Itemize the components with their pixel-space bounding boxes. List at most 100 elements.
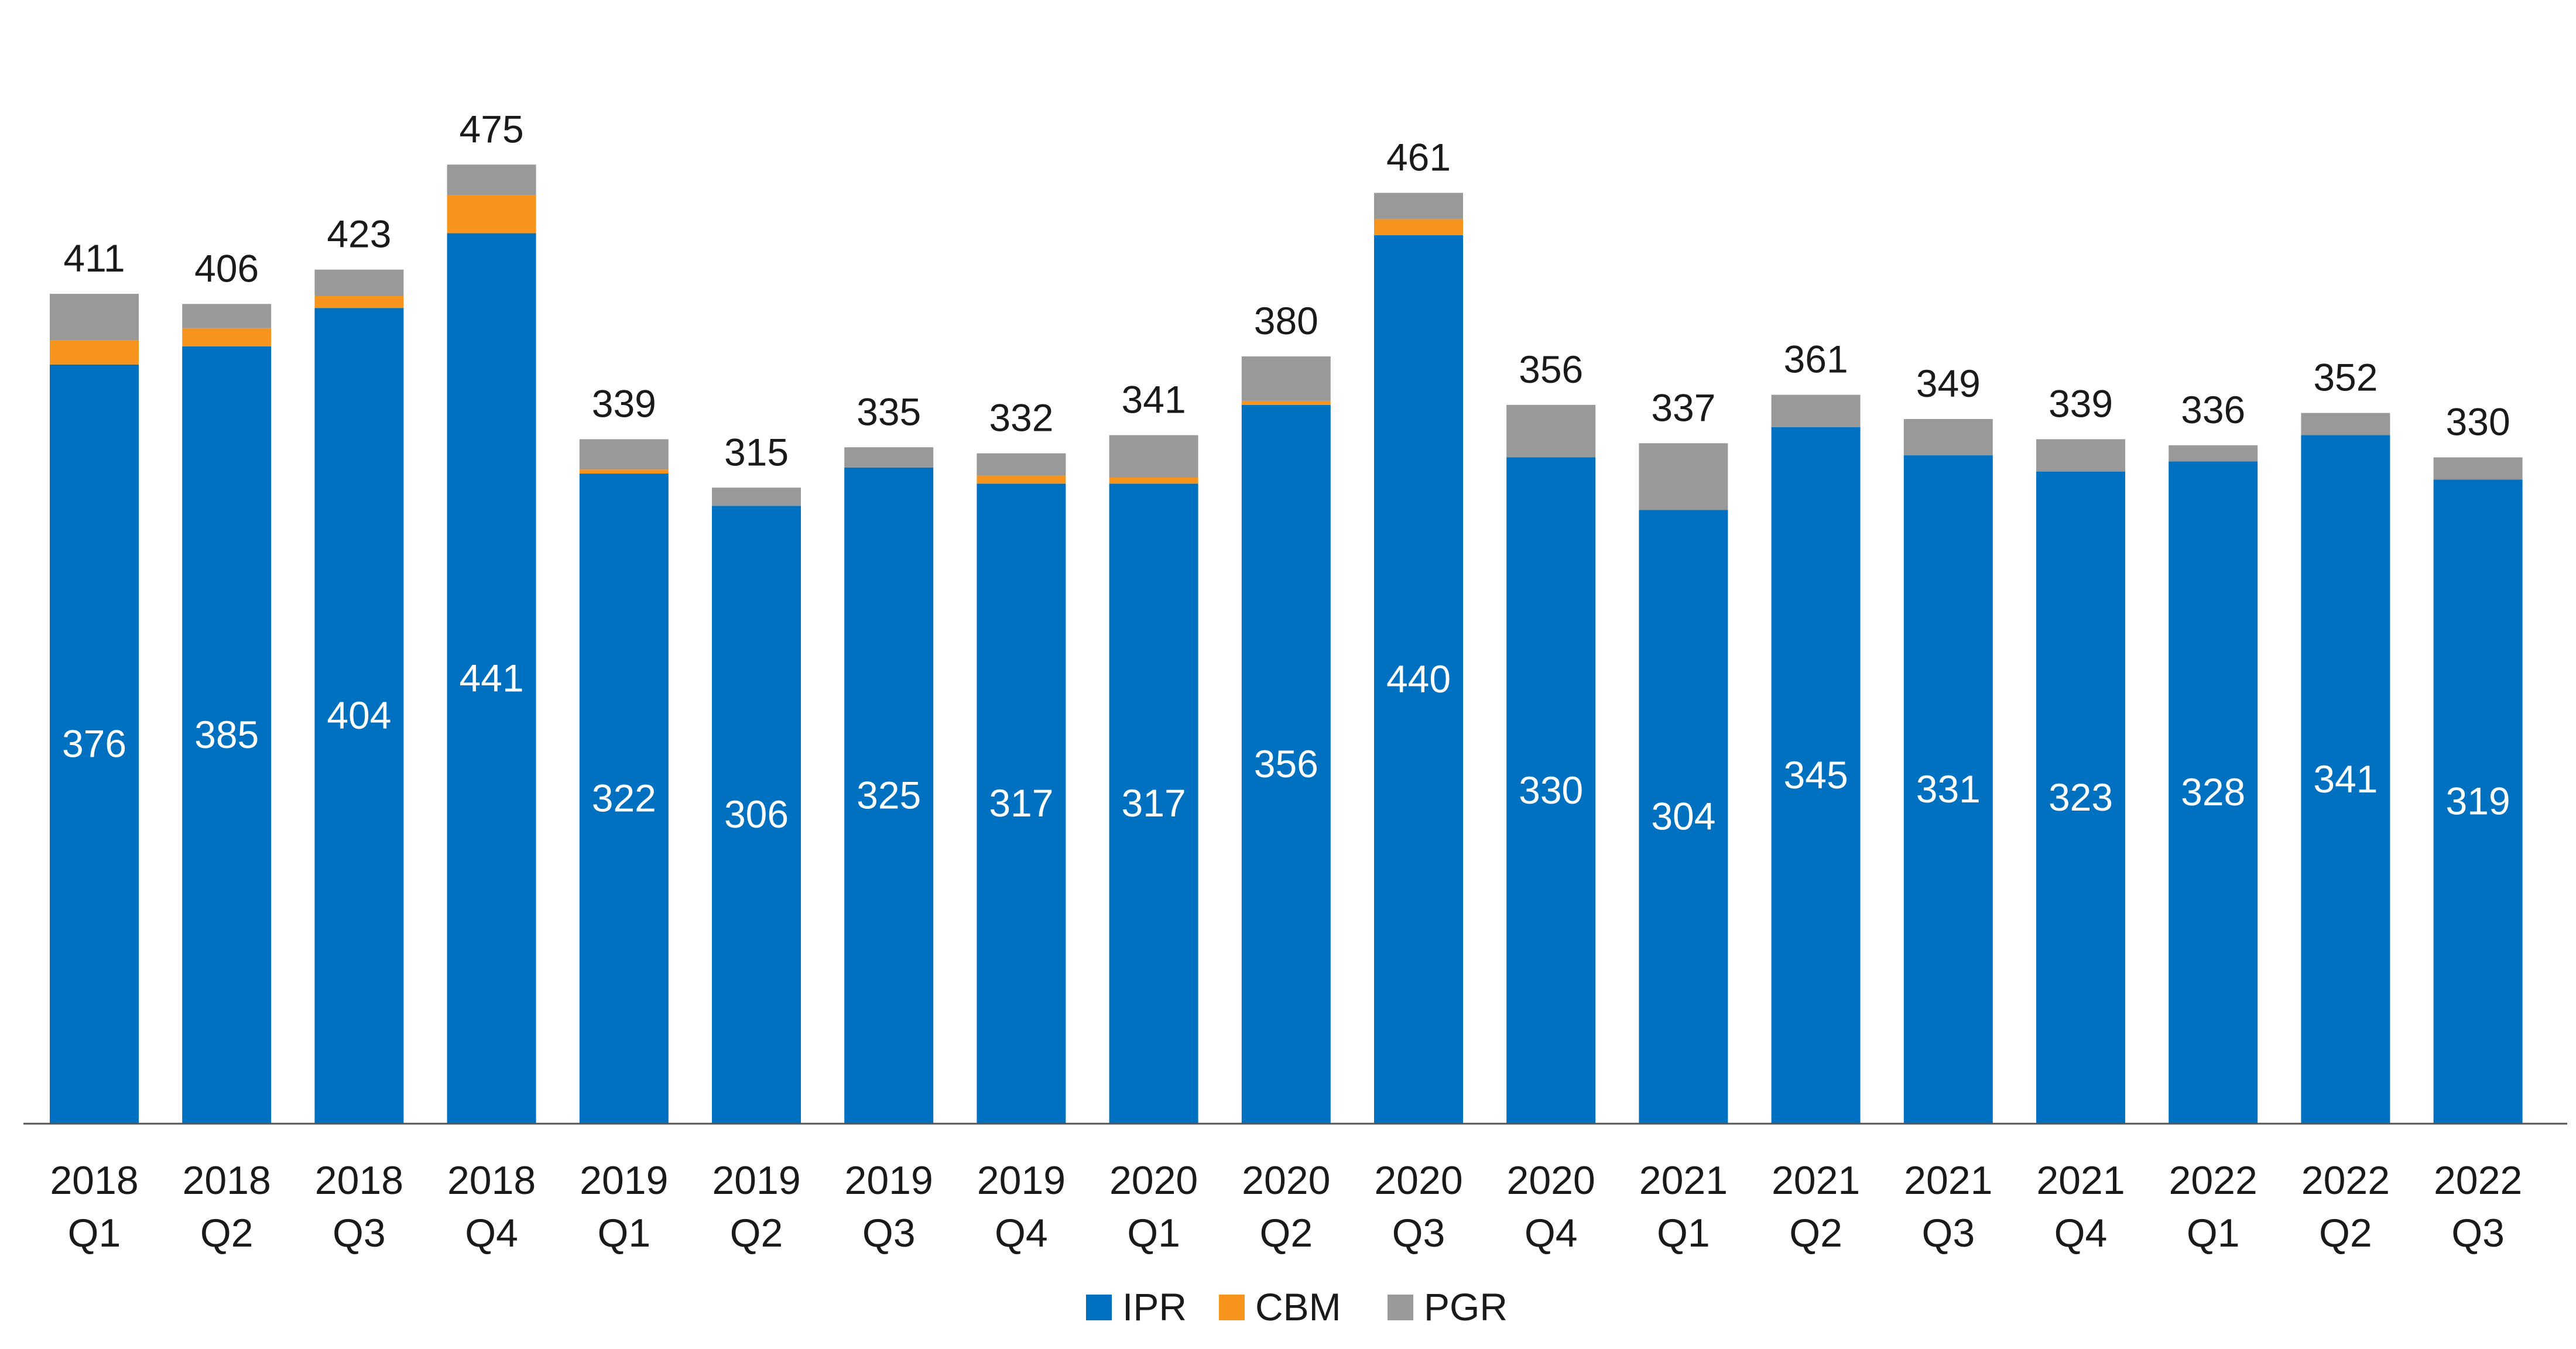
x-tick-label-quarter: Q3 bbox=[862, 1211, 916, 1255]
data-label-ipr: 330 bbox=[1519, 768, 1583, 812]
bar-segment-pgr bbox=[1904, 419, 1993, 455]
data-label-ipr: 345 bbox=[1784, 753, 1848, 797]
x-tick-label-year: 2022 bbox=[2169, 1158, 2258, 1203]
data-label-ipr: 304 bbox=[1651, 795, 1715, 838]
x-tick-label-quarter: Q2 bbox=[200, 1211, 254, 1255]
data-label-total: 337 bbox=[1651, 386, 1715, 429]
x-tick-label-year: 2020 bbox=[1109, 1158, 1198, 1203]
data-label-total: 352 bbox=[2313, 356, 2378, 399]
x-tick-label-year: 2022 bbox=[2434, 1158, 2522, 1203]
x-tick-label-quarter: Q4 bbox=[995, 1211, 1048, 1255]
bar-segment-cbm bbox=[447, 195, 536, 234]
x-tick-label-year: 2018 bbox=[447, 1158, 536, 1203]
x-tick-label-quarter: Q1 bbox=[68, 1211, 121, 1255]
x-tick-label-quarter: Q3 bbox=[1921, 1211, 1975, 1255]
bar-segment-pgr bbox=[1374, 193, 1463, 219]
bar-segment-cbm bbox=[182, 328, 271, 346]
data-label-total: 461 bbox=[1386, 136, 1451, 179]
data-label-ipr: 322 bbox=[592, 777, 656, 820]
bar-segment-pgr bbox=[1109, 435, 1198, 478]
x-tick-label-quarter: Q2 bbox=[1259, 1211, 1313, 1255]
x-tick-label-quarter: Q4 bbox=[2054, 1211, 2108, 1255]
bar-segment-cbm bbox=[314, 296, 403, 308]
data-label-total: 380 bbox=[1254, 299, 1318, 342]
bar-segment-cbm bbox=[50, 340, 139, 364]
legend-swatch-cbm bbox=[1219, 1295, 1245, 1320]
bar-segment-pgr bbox=[182, 304, 271, 328]
x-tick-label-year: 2019 bbox=[845, 1158, 933, 1203]
bar-segment-pgr bbox=[1506, 405, 1595, 458]
data-label-ipr: 319 bbox=[2446, 780, 2510, 823]
bar-segment-cbm bbox=[1242, 401, 1331, 405]
data-label-ipr: 441 bbox=[460, 656, 524, 699]
data-label-total: 423 bbox=[327, 212, 391, 256]
x-tick-label-quarter: Q4 bbox=[465, 1211, 518, 1255]
x-tick-label-quarter: Q3 bbox=[2451, 1211, 2505, 1255]
data-label-ipr: 323 bbox=[2049, 775, 2113, 819]
x-tick-label-quarter: Q4 bbox=[1525, 1211, 1578, 1255]
x-tick-label-quarter: Q2 bbox=[730, 1211, 783, 1255]
data-label-ipr: 341 bbox=[2313, 757, 2378, 801]
data-label-ipr: 328 bbox=[2181, 770, 2245, 813]
data-label-total: 315 bbox=[724, 430, 789, 473]
data-label-total: 335 bbox=[857, 390, 921, 433]
bar-segment-cbm bbox=[977, 476, 1066, 484]
data-label-total: 339 bbox=[592, 382, 656, 425]
x-tick-label-year: 2021 bbox=[1639, 1158, 1728, 1203]
bar-segment-pgr bbox=[580, 439, 669, 469]
legend-swatch-ipr bbox=[1086, 1295, 1112, 1320]
x-tick-label-quarter: Q2 bbox=[2319, 1211, 2372, 1255]
x-tick-label-quarter: Q1 bbox=[597, 1211, 650, 1255]
x-tick-label-year: 2019 bbox=[712, 1158, 800, 1203]
x-tick-label-quarter: Q3 bbox=[1392, 1211, 1445, 1255]
data-label-total: 356 bbox=[1519, 348, 1583, 391]
data-label-ipr: 376 bbox=[62, 722, 126, 765]
legend-swatch-pgr bbox=[1388, 1295, 1413, 1320]
x-tick-label-year: 2021 bbox=[1904, 1158, 1992, 1203]
x-tick-label-quarter: Q1 bbox=[1127, 1211, 1180, 1255]
bar-segment-pgr bbox=[844, 447, 933, 468]
legend-label-ipr: IPR bbox=[1122, 1285, 1187, 1329]
data-label-total: 336 bbox=[2181, 388, 2245, 431]
x-tick-label-quarter: Q2 bbox=[1789, 1211, 1842, 1255]
bar-segment-pgr bbox=[50, 294, 139, 340]
x-tick-label-year: 2018 bbox=[183, 1158, 271, 1203]
bar-segment-pgr bbox=[1639, 443, 1728, 510]
bar-segment-pgr bbox=[712, 488, 801, 506]
data-label-ipr: 317 bbox=[989, 781, 1053, 825]
bar-segment-pgr bbox=[977, 454, 1066, 476]
bar-segment-pgr bbox=[2434, 458, 2523, 480]
data-label-total: 332 bbox=[989, 396, 1053, 440]
data-label-total: 330 bbox=[2446, 400, 2510, 444]
x-tick-label-year: 2021 bbox=[1772, 1158, 1860, 1203]
x-tick-label-quarter: Q1 bbox=[1657, 1211, 1710, 1255]
data-label-total: 341 bbox=[1122, 378, 1186, 421]
bar-segment-pgr bbox=[1242, 356, 1331, 401]
data-label-total: 411 bbox=[63, 236, 125, 280]
bar-segment-pgr bbox=[314, 270, 403, 296]
x-tick-label-year: 2022 bbox=[2301, 1158, 2390, 1203]
x-tick-label-year: 2020 bbox=[1507, 1158, 1595, 1203]
x-tick-label-year: 2018 bbox=[50, 1158, 138, 1203]
data-label-ipr: 385 bbox=[194, 713, 259, 756]
bar-segment-cbm bbox=[1374, 219, 1463, 235]
x-tick-label-year: 2021 bbox=[2036, 1158, 2125, 1203]
data-label-ipr: 356 bbox=[1254, 742, 1318, 785]
bar-segment-pgr bbox=[2301, 413, 2390, 435]
x-tick-label-quarter: Q1 bbox=[2187, 1211, 2240, 1255]
x-tick-label-year: 2019 bbox=[977, 1158, 1066, 1203]
bar-segment-cbm bbox=[580, 469, 669, 473]
bar-segment-cbm bbox=[1109, 478, 1198, 483]
data-label-total: 349 bbox=[1916, 362, 1981, 405]
data-label-total: 361 bbox=[1784, 338, 1848, 381]
x-tick-label-year: 2020 bbox=[1374, 1158, 1462, 1203]
legend-label-pgr: PGR bbox=[1424, 1285, 1508, 1329]
bar-segment-pgr bbox=[447, 164, 536, 195]
data-label-total: 475 bbox=[460, 107, 524, 150]
x-tick-label-year: 2019 bbox=[580, 1158, 668, 1203]
x-tick-label-year: 2018 bbox=[315, 1158, 403, 1203]
data-label-ipr: 325 bbox=[857, 773, 921, 816]
data-label-ipr: 440 bbox=[1386, 657, 1451, 701]
